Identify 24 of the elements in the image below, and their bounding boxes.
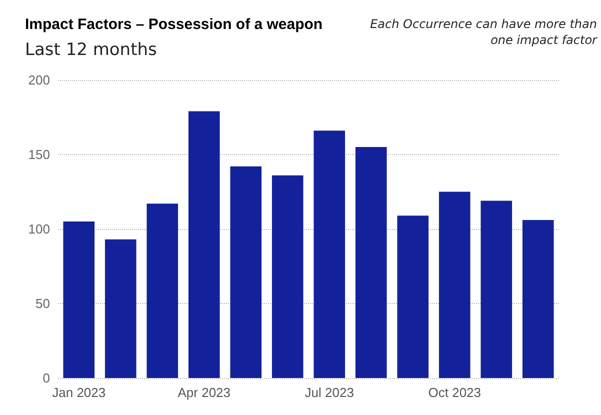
- chart-title: Impact Factors – Possession of a weapon: [25, 16, 323, 33]
- bar: [104, 239, 136, 378]
- y-tick-label: 50: [36, 296, 50, 311]
- y-tick-label: 150: [28, 147, 50, 162]
- bar: [230, 166, 262, 378]
- text: Each Occurrence can have more than one impact factor: [369, 16, 597, 48]
- bar: [480, 200, 512, 378]
- y-tick-label: 0: [42, 370, 50, 386]
- bar: [272, 175, 304, 378]
- bar: [355, 147, 387, 378]
- chart-subtitle: Last 12 months: [25, 40, 157, 60]
- bar: [188, 111, 220, 378]
- y-tick-label: 100: [28, 222, 50, 236]
- bar: [146, 204, 178, 378]
- x-tick-label: Jul 2023: [304, 385, 354, 400]
- bar: [438, 192, 470, 378]
- bar: [63, 222, 95, 378]
- x-tick-label: Oct 2023: [428, 385, 482, 400]
- y-tick-label: 200: [28, 72, 50, 88]
- bar: [397, 216, 429, 378]
- bar: [522, 220, 554, 378]
- x-tick-label: Apr 2023: [178, 385, 231, 400]
- bar: [314, 130, 346, 378]
- x-tick-label: Jan 2023: [52, 385, 106, 400]
